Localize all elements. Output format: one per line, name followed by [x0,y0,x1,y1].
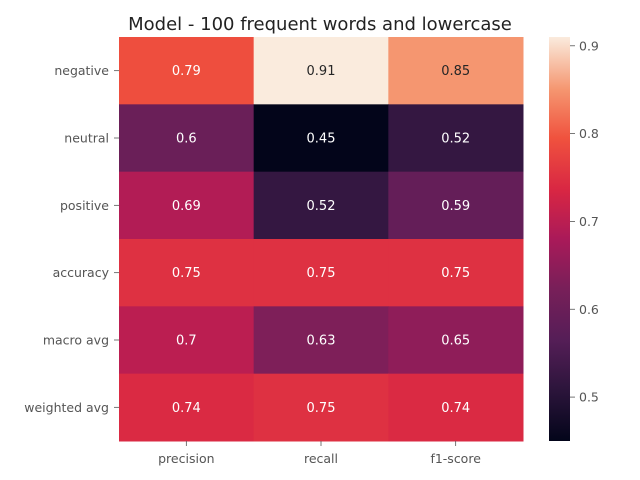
cell-value-label: 0.69 [172,199,201,214]
colorbar-tick-label: 0.6 [579,302,599,317]
heatmap-cell [253,171,389,240]
row-tick-label: negative [54,63,109,78]
cell-value-label: 0.63 [307,334,336,349]
heatmap-cell [388,171,524,240]
cell-value-label: 0.75 [172,266,201,281]
row-tick-label: macro avg [43,333,109,348]
heatmap-cell [253,37,389,105]
column-tick-label: precision [158,451,214,466]
heatmap-cell [253,306,389,375]
cell-value-label: 0.75 [307,401,336,416]
colorbar: 0.5 0.6 0.7 0.8 0.9 [549,37,599,441]
heatmap-cell [119,104,255,173]
heatmap-cell [119,306,255,375]
colorbar-gradient [549,37,570,441]
row-tick-label: neutral [64,131,109,146]
cell-value-label: 0.85 [441,64,470,79]
cell-value-label: 0.75 [307,266,336,281]
heatmap-cell [388,373,524,442]
cell-value-label: 0.65 [441,334,470,349]
heatmap-cell [253,373,389,442]
row-tick-label: weighted avg [24,400,109,415]
heatmap-cell [119,239,255,307]
colorbar-tick-label: 0.7 [579,214,599,229]
cell-value-label: 0.6 [176,132,197,147]
row-tick-label: accuracy [53,265,110,280]
cell-value-label: 0.74 [441,401,470,416]
cell-value-label: 0.91 [307,64,336,79]
chart-title: Model - 100 frequent words and lowercase [128,14,512,35]
heatmap-cells: 0.79 0.91 0.85 0.6 0.45 0.52 0.69 0.52 0.59 0.75 0… [119,37,524,442]
cell-value-label: 0.52 [441,132,470,147]
cell-value-label: 0.7 [176,334,197,349]
heatmap-cell [253,239,389,307]
cell-value-label: 0.74 [172,401,201,416]
row-tick-label: positive [60,198,109,213]
colorbar-tick-label: 0.9 [579,38,599,53]
cell-value-label: 0.75 [441,266,470,281]
colorbar-tick-label: 0.5 [579,390,599,405]
cell-value-label: 0.52 [307,199,336,214]
heatmap-cell [119,37,255,105]
colorbar-tick-label: 0.8 [579,126,599,141]
column-tick-label: recall [304,451,338,466]
cell-value-label: 0.59 [441,199,470,214]
heatmap-cell [119,171,255,240]
row-tick-labels: negative neutral positive accuracy macro avg… [24,63,119,415]
column-tick-label: f1-score [430,451,481,466]
cell-value-label: 0.45 [307,132,336,147]
heatmap-cell [388,239,524,307]
cell-value-label: 0.79 [172,64,201,79]
heatmap-cell [119,373,255,442]
column-tick-labels: precision recall f1-score [158,441,481,466]
heatmap-cell [388,37,524,105]
heatmap-cell [388,104,524,173]
heatmap-cell [388,306,524,375]
heatmap-cell [253,104,389,173]
